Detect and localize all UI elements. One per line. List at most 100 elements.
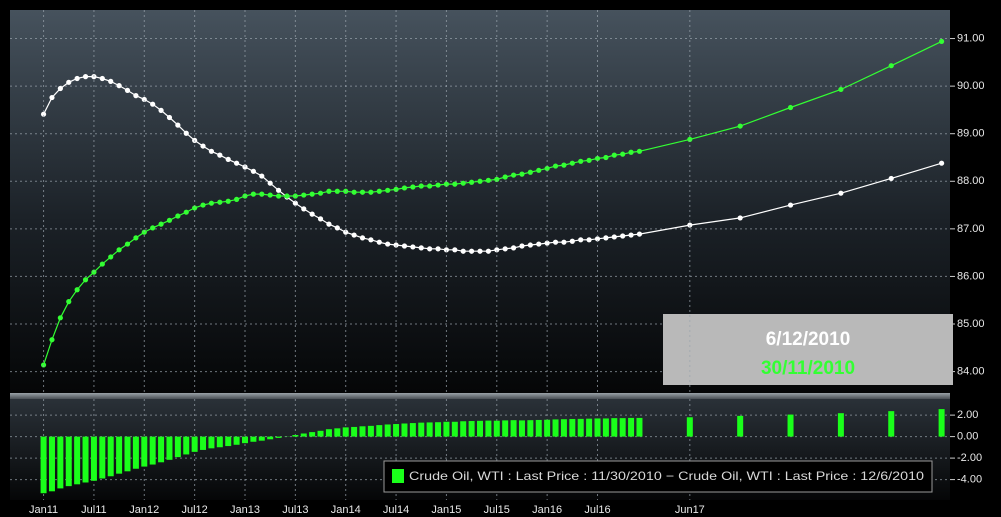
data-point	[200, 143, 206, 149]
data-point	[939, 38, 945, 45]
data-point	[410, 184, 416, 190]
data-point	[368, 237, 374, 243]
data-point	[91, 269, 97, 275]
data-point	[527, 242, 533, 248]
data-point	[166, 217, 173, 223]
data-point	[636, 148, 643, 154]
data-point	[477, 248, 483, 254]
data-point	[158, 221, 164, 227]
data-point	[376, 188, 382, 194]
data-point	[452, 247, 458, 253]
panel-separator	[10, 393, 950, 399]
bar	[90, 436, 97, 481]
bar	[225, 436, 232, 447]
data-point	[939, 160, 945, 166]
legend-entry: Crude Oil, WTI : Last Price : 11/30/2010…	[409, 469, 924, 483]
data-point	[284, 193, 290, 199]
data-point	[351, 232, 357, 238]
bar	[292, 434, 299, 437]
data-point	[309, 211, 315, 217]
x-tick-label: Jul14	[383, 504, 409, 516]
data-point	[536, 241, 542, 247]
data-point	[57, 85, 63, 92]
data-point	[292, 200, 298, 206]
data-point	[586, 157, 592, 163]
legend-box	[663, 314, 953, 385]
bar	[48, 436, 55, 492]
bar	[451, 421, 458, 437]
data-point	[208, 200, 215, 206]
data-point	[234, 160, 240, 166]
data-point	[183, 130, 189, 136]
data-point	[460, 248, 466, 254]
bar	[443, 421, 450, 437]
bar	[577, 418, 584, 437]
data-point	[452, 181, 458, 187]
y-tick-label: 0.00	[957, 431, 978, 443]
data-point	[578, 158, 584, 164]
x-tick-label: Jul15	[484, 504, 510, 516]
bar	[619, 418, 626, 437]
data-point	[116, 83, 122, 89]
data-point	[502, 174, 508, 180]
bar	[468, 421, 475, 437]
data-point	[502, 246, 508, 252]
bar	[535, 419, 542, 437]
legend-entry: 6/12/2010	[766, 329, 851, 350]
data-point	[628, 149, 634, 155]
bar	[74, 436, 81, 485]
data-point	[343, 229, 349, 235]
bar	[493, 420, 500, 437]
data-point	[561, 239, 567, 245]
data-point	[569, 160, 575, 166]
bar	[586, 418, 593, 437]
bar	[166, 436, 173, 460]
data-point	[519, 243, 525, 249]
bar	[594, 418, 601, 437]
bar	[242, 436, 248, 444]
data-point	[427, 183, 433, 189]
bar	[544, 419, 551, 437]
bar	[99, 436, 106, 479]
x-tick-label: Jul12	[181, 504, 207, 516]
bar	[149, 436, 156, 465]
x-tick-label: Jan14	[331, 504, 361, 516]
bar	[426, 422, 433, 437]
data-point	[66, 299, 72, 305]
bar	[888, 411, 895, 437]
bar	[435, 422, 442, 437]
y-tick-label: 89.00	[957, 128, 985, 140]
x-tick-label: Jan15	[431, 504, 461, 516]
data-point	[141, 229, 147, 235]
data-point	[40, 362, 47, 368]
data-point	[787, 104, 794, 111]
bar	[57, 436, 64, 489]
data-point	[74, 75, 80, 82]
data-point	[359, 189, 366, 195]
bar	[300, 433, 307, 437]
data-point	[259, 173, 265, 179]
data-point	[217, 152, 223, 158]
data-point	[66, 79, 72, 85]
bar	[737, 415, 744, 437]
data-point	[443, 181, 450, 187]
x-tick-label: Jun17	[675, 504, 705, 516]
data-point	[552, 163, 559, 169]
data-point	[519, 171, 525, 177]
x-tick-label: Jul13	[282, 504, 308, 516]
data-point	[124, 241, 131, 247]
data-point	[326, 221, 332, 227]
data-point	[275, 193, 282, 199]
data-point	[108, 254, 114, 260]
data-point	[418, 245, 424, 251]
bar	[351, 426, 358, 437]
data-point	[435, 246, 441, 252]
data-point	[687, 136, 693, 143]
bar	[132, 436, 139, 469]
bar	[359, 426, 366, 437]
data-point	[250, 168, 256, 174]
x-tick-label: Jan13	[230, 504, 260, 516]
data-point	[183, 209, 189, 215]
data-point	[552, 239, 559, 245]
y-tick-label: 2.00	[957, 409, 978, 421]
